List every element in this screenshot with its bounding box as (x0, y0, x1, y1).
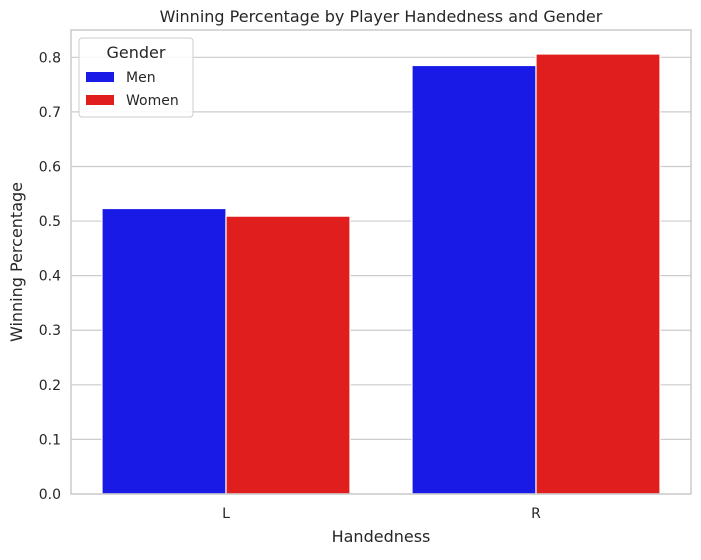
bar-women-l (225, 215, 351, 495)
legend-swatch-men (86, 72, 114, 82)
x-tick-label: R (531, 506, 541, 522)
y-tick-label: 0.7 (39, 105, 61, 121)
bar-women-r (535, 53, 661, 495)
y-tick-label: 0.8 (39, 50, 61, 66)
y-tick-label: 0.0 (39, 487, 61, 503)
legend-title: Gender (107, 43, 166, 62)
plot-frame (70, 29, 692, 495)
bars (101, 53, 661, 495)
x-axis-label: Handedness (332, 527, 431, 546)
y-tick-label: 0.2 (39, 378, 61, 394)
y-tick-label: 0.5 (39, 214, 61, 230)
y-tick-label: 0.3 (39, 323, 61, 339)
chart-title: Winning Percentage by Player Handedness … (160, 7, 603, 26)
y-tick-label: 0.4 (39, 269, 61, 285)
legend-swatch-women (86, 95, 114, 105)
y-tick-label: 0.1 (39, 432, 61, 448)
bar-men-l (101, 207, 227, 495)
y-tick-label: 0.6 (39, 159, 61, 175)
x-tick-label: L (222, 506, 230, 522)
legend-label-women: Women (126, 93, 179, 109)
bar-men-r (411, 64, 537, 495)
y-tick-labels: 0.0 0.1 0.2 0.3 0.4 0.5 0.6 0.7 0.8 (39, 50, 61, 503)
legend: Gender Men Women (78, 37, 194, 118)
legend-label-men: Men (126, 70, 156, 86)
y-axis-label: Winning Percentage (7, 182, 26, 342)
